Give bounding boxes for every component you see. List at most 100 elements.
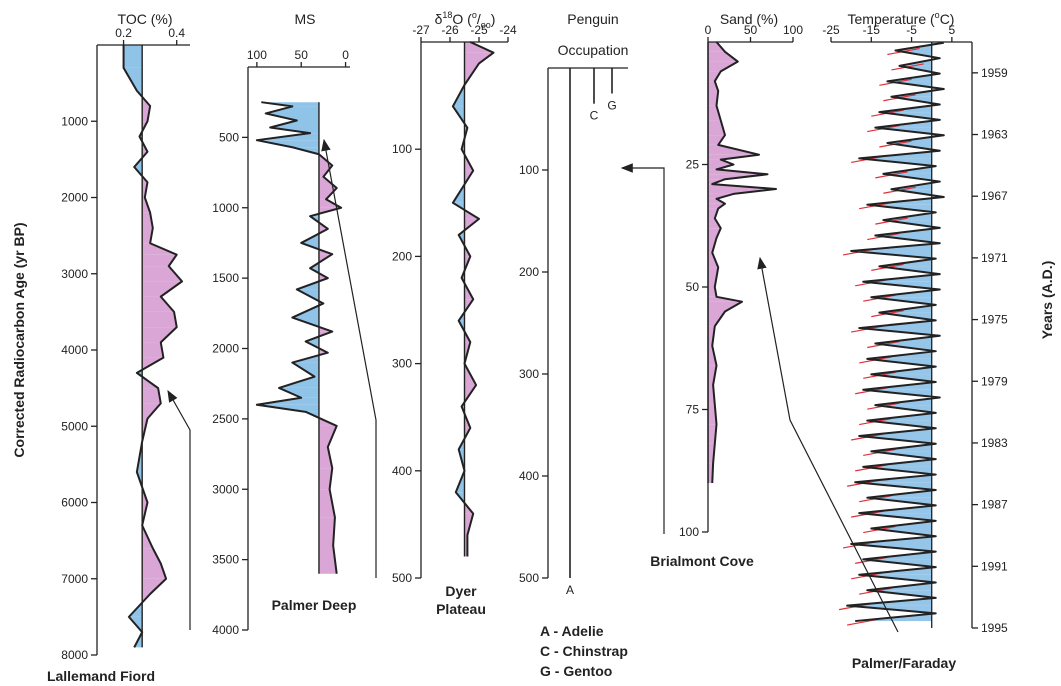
area-segment <box>708 208 719 219</box>
ms-site-label: Palmer Deep <box>272 597 357 613</box>
toc-x-title: TOC (%) <box>118 11 173 27</box>
x-tick-label: 50 <box>744 23 758 37</box>
sand-x-title: Sand (%) <box>720 11 778 27</box>
penguin-series-label-A: A <box>566 583 574 597</box>
data-curve <box>451 41 495 557</box>
y-tick-label: 50 <box>686 280 700 294</box>
y-tick-label: 1975 <box>981 313 1008 327</box>
ms-marks <box>255 101 343 574</box>
area-segment <box>142 403 161 419</box>
right-axis-title: Years (A.D.) <box>1039 261 1055 340</box>
area-segment <box>256 140 319 148</box>
arrow-brialmont <box>620 163 665 534</box>
y-tick-label: 25 <box>686 158 700 172</box>
y-tick-label: 1971 <box>981 251 1008 265</box>
penguin-series-label-G: G <box>607 99 616 113</box>
temp-site-label: Palmer/Faraday <box>852 655 956 671</box>
y-tick-label: 3000 <box>61 267 88 281</box>
y-tick-label: 400 <box>519 469 539 483</box>
area-segment <box>708 345 717 366</box>
y-tick-label: 100 <box>392 142 412 156</box>
y-tick-label: 500 <box>519 571 539 585</box>
area-segment <box>142 578 167 594</box>
area-segment <box>708 238 717 253</box>
area-segment <box>142 327 177 343</box>
x-tick-label: 100 <box>783 23 803 37</box>
area-segment <box>708 198 725 204</box>
penguin-legend-chinstrap: C - Chinstrap <box>540 643 628 659</box>
area-segment <box>318 517 335 546</box>
y-tick-label: 1963 <box>981 128 1008 142</box>
y-tick-label: 4000 <box>212 623 239 637</box>
y-tick-label: 8000 <box>61 648 88 662</box>
panel-d18o: δ18O (o/oo) -27 -26 -25 -24100200300400500 … <box>392 10 517 617</box>
sand-marks <box>707 41 777 484</box>
y-tick-label: 2500 <box>212 412 239 426</box>
y-tick-label: 100 <box>519 163 539 177</box>
area-segment <box>708 267 719 287</box>
y-tick-label: 3500 <box>212 553 239 567</box>
area-segment <box>142 342 164 358</box>
area-segment <box>708 71 721 82</box>
y-tick-label: 1979 <box>981 374 1008 388</box>
correlation-arrows <box>167 138 899 633</box>
y-tick-label: 2000 <box>61 191 88 205</box>
y-tick-label: 300 <box>519 367 539 381</box>
y-tick-label: 6000 <box>61 496 88 510</box>
x-tick-label: -15 <box>863 23 881 37</box>
ms-x-title: MS <box>295 11 316 27</box>
penguin-title-line1: Penguin <box>567 11 618 27</box>
toc-axes: 0.2 0.4 1000 2000 3000 4000 5000 6000 7000 8000 <box>61 26 190 662</box>
y-tick-label: 1000 <box>61 114 88 128</box>
d18o-marks <box>451 41 495 557</box>
area-segment <box>270 120 319 128</box>
area-segment <box>708 61 738 72</box>
panel-penguin: Penguin Occupation A CG 100 200 300 400 500 A… <box>519 11 628 679</box>
penguin-marks: A CG <box>548 67 628 597</box>
y-tick-label: 4000 <box>61 343 88 357</box>
area-segment <box>708 51 738 62</box>
area-segment <box>142 281 183 297</box>
area-segment <box>318 447 333 469</box>
sand-site-label: Brialmont Cove <box>650 553 754 569</box>
area-segment <box>265 113 319 121</box>
x-tick-label: 100 <box>247 48 267 62</box>
area-segment <box>123 67 143 91</box>
area-segment <box>318 545 337 574</box>
y-tick-label: 200 <box>519 265 539 279</box>
y-tick-label: 200 <box>392 249 412 263</box>
y-tick-label: 75 <box>686 403 700 417</box>
y-tick-label: 500 <box>219 130 239 144</box>
area-segment <box>708 326 715 346</box>
x-tick-label: -27 <box>412 23 430 37</box>
area-segment <box>142 254 177 267</box>
arrow-palmer-faraday <box>757 256 899 633</box>
y-tick-label: 1995 <box>981 621 1008 635</box>
area-segment <box>708 42 725 52</box>
area-segment <box>708 81 719 91</box>
area-segment <box>708 301 742 312</box>
area-segment <box>708 120 725 136</box>
x-tick-label: -25 <box>470 23 488 37</box>
y-tick-label: 2000 <box>212 342 239 356</box>
y-tick-label: 1991 <box>981 559 1008 573</box>
y-tick-label: 100 <box>679 525 699 539</box>
y-tick-label: 1000 <box>212 201 239 215</box>
x-tick-label: -26 <box>441 23 459 37</box>
area-segment <box>279 387 319 398</box>
area-segment <box>265 106 319 114</box>
y-tick-label: 300 <box>392 357 412 371</box>
panel-temperature: Temperature (oC) -25 -15 -5 5 1995 1991 1987 19… <box>822 10 1008 671</box>
area-segment <box>708 135 725 145</box>
temp-marks <box>838 41 945 628</box>
area-segment <box>318 489 335 518</box>
area-segment <box>142 563 167 579</box>
panel-sand: Sand (%) 0 50 100 25 50 75 100 Brialmont Cove <box>650 11 803 569</box>
penguin-title-line2: Occupation <box>558 42 629 58</box>
area-segment <box>318 468 333 490</box>
x-tick-label: 0 <box>342 48 349 62</box>
temp-x-title: Temperature (oC) <box>848 10 955 27</box>
x-tick-label: 0.4 <box>168 26 185 40</box>
